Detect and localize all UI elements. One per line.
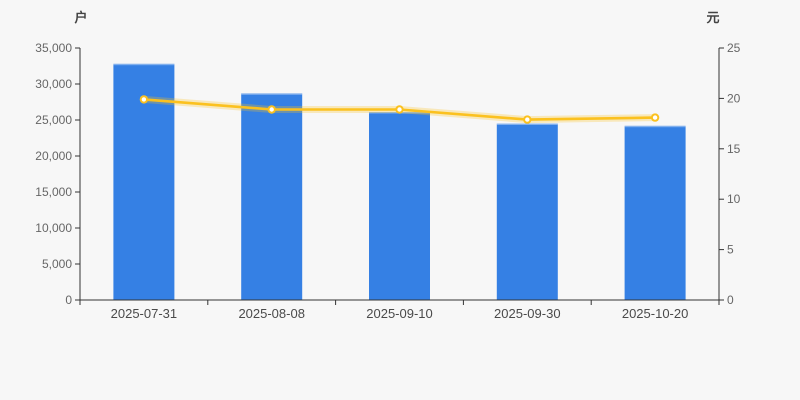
x-axis-category-label: 2025-09-30 [494, 306, 561, 321]
bar[interactable] [496, 123, 558, 300]
x-axis-category-label: 2025-10-20 [622, 306, 689, 321]
bar[interactable] [369, 112, 430, 300]
line-data-point[interactable] [139, 95, 149, 104]
left-axis-tick-label: 25,000 [35, 113, 72, 127]
left-axis-tick-label: 20,000 [35, 149, 72, 163]
left-axis-tick-label: 0 [65, 293, 72, 307]
line-data-point[interactable] [650, 113, 660, 122]
right-axis-unit-label: 元 [706, 10, 720, 25]
left-axis-unit-label: 户 [74, 10, 88, 25]
x-axis-category-label: 2025-07-31 [111, 306, 178, 321]
right-axis-tick-label: 10 [727, 192, 741, 206]
bar-top-highlight [113, 63, 175, 66]
right-axis-tick-label: 5 [727, 243, 734, 257]
left-axis-tick-label: 35,000 [35, 41, 72, 55]
line-data-point[interactable] [523, 115, 532, 124]
right-axis-tick-label: 20 [727, 91, 741, 105]
left-axis-tick-label: 30,000 [35, 77, 72, 91]
x-axis-category-label: 2025-09-10 [366, 306, 433, 321]
left-axis-tick-label: 10,000 [35, 221, 72, 235]
line-data-point[interactable] [395, 105, 404, 114]
bar-top-highlight [624, 125, 686, 128]
bar-top-highlight [496, 123, 558, 125]
left-axis-tick-label: 15,000 [35, 185, 72, 199]
right-axis-tick-label: 0 [727, 293, 734, 307]
line-data-point[interactable] [267, 105, 276, 114]
left-axis-tick-label: 5,000 [42, 257, 72, 271]
bar[interactable] [241, 93, 303, 301]
bar-top-highlight [241, 93, 303, 95]
x-axis-category-label: 2025-08-08 [238, 306, 305, 321]
right-axis-tick-label: 25 [727, 41, 741, 55]
right-axis-tick-label: 15 [727, 142, 741, 156]
bar[interactable] [624, 125, 686, 300]
